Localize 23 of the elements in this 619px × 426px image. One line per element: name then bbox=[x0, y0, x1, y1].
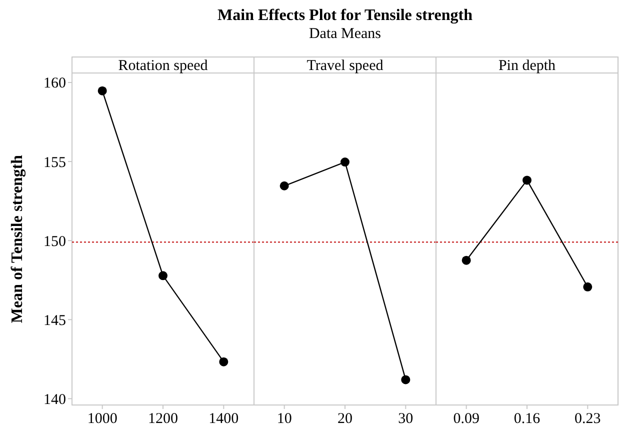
y-tick-label: 155 bbox=[44, 154, 66, 171]
x-tick-label: 10 bbox=[276, 411, 292, 426]
y-tick-label: 140 bbox=[44, 392, 66, 408]
y-tick-label: 160 bbox=[44, 76, 66, 92]
x-axis-title: Pin depth bbox=[498, 58, 556, 74]
x-tick-label: 30 bbox=[398, 411, 414, 426]
point bbox=[158, 271, 168, 280]
point bbox=[219, 357, 228, 366]
point bbox=[98, 86, 107, 96]
chart-title: Main Effects Plot for Tensile strength bbox=[218, 7, 473, 24]
x-tick-label: 1400 bbox=[208, 411, 239, 426]
x-axis-title: Travel speed bbox=[306, 58, 384, 74]
x-tick-label: 1200 bbox=[148, 411, 178, 426]
x-axis-title: Rotation speed bbox=[118, 58, 208, 74]
x-tick-label: 1000 bbox=[87, 411, 118, 426]
x-tick-label: 20 bbox=[338, 411, 352, 426]
x-tick-label: 0.16 bbox=[514, 411, 541, 426]
y-tick-label: 145 bbox=[44, 312, 66, 329]
chart-subtitle: Data Means bbox=[308, 26, 382, 42]
x-tick-label: 0.09 bbox=[453, 411, 480, 426]
y-axis-title: Mean of Tensile strength bbox=[9, 154, 26, 324]
x-tick-label: 0.23 bbox=[574, 411, 601, 426]
y-tick-label: 150 bbox=[44, 234, 66, 250]
